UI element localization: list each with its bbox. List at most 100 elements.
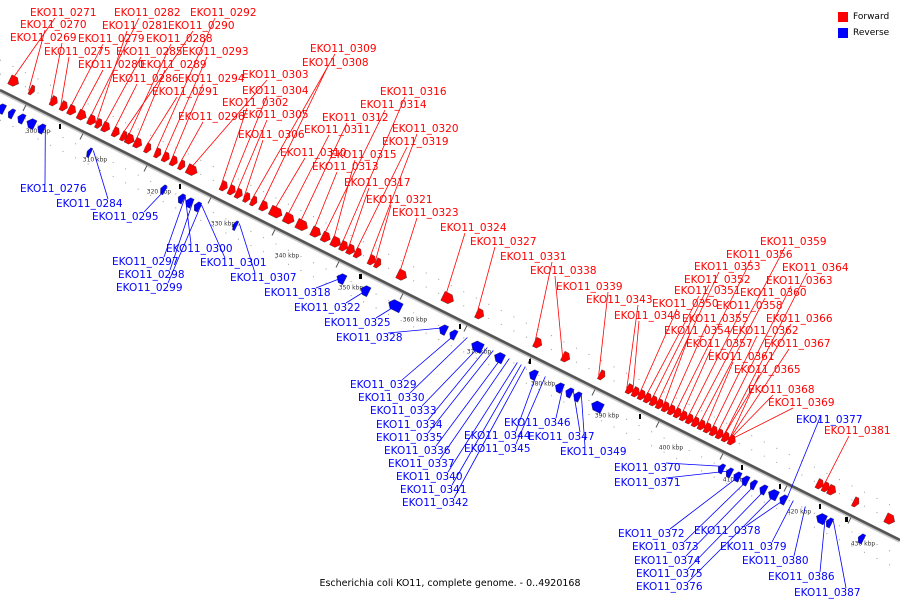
gene-label[interactable]: EKO11_0290 bbox=[168, 20, 235, 32]
gene-glyph[interactable] bbox=[717, 463, 727, 475]
gene-glyph[interactable] bbox=[153, 147, 162, 159]
gene-glyph[interactable] bbox=[654, 398, 664, 410]
gene-label[interactable]: EKO11_0340 bbox=[396, 471, 463, 483]
gene-label[interactable]: EKO11_0286 bbox=[112, 73, 179, 85]
gene-label[interactable]: EKO11_0364 bbox=[782, 262, 849, 274]
gene-label[interactable]: EKO11_0334 bbox=[376, 419, 443, 431]
gene-label[interactable]: EKO11_0275 bbox=[44, 46, 111, 58]
gene-label[interactable]: EKO11_0327 bbox=[470, 236, 537, 248]
gene-label[interactable]: EKO11_0294 bbox=[178, 73, 245, 85]
gene-label[interactable]: EKO11_0291 bbox=[152, 86, 219, 98]
gene-glyph[interactable] bbox=[851, 496, 860, 508]
gene-glyph[interactable] bbox=[366, 254, 376, 266]
gene-glyph[interactable] bbox=[560, 350, 571, 363]
gene-label[interactable]: EKO11_0349 bbox=[560, 446, 627, 458]
gene-label[interactable]: EKO11_0304 bbox=[242, 85, 309, 97]
gene-glyph[interactable] bbox=[814, 478, 824, 490]
gene-glyph[interactable] bbox=[7, 108, 17, 120]
gene-glyph[interactable] bbox=[27, 84, 35, 96]
gene-label[interactable]: EKO11_0293 bbox=[182, 46, 249, 58]
gene-glyph[interactable] bbox=[439, 324, 449, 336]
gene-glyph[interactable] bbox=[474, 307, 485, 320]
gene-label[interactable]: EKO11_0282 bbox=[114, 7, 181, 19]
gene-label[interactable]: EKO11_0342 bbox=[402, 497, 469, 509]
gene-label[interactable]: EKO11_0284 bbox=[56, 198, 123, 210]
gene-glyph[interactable] bbox=[826, 483, 837, 496]
gene-glyph[interactable] bbox=[7, 74, 19, 87]
gene-glyph[interactable] bbox=[75, 108, 87, 121]
gene-glyph[interactable] bbox=[708, 425, 718, 437]
gene-label[interactable]: EKO11_0312 bbox=[322, 112, 389, 124]
gene-label[interactable]: EKO11_0296 bbox=[178, 111, 245, 123]
gene-glyph[interactable] bbox=[630, 386, 640, 398]
gene-glyph[interactable] bbox=[258, 199, 269, 212]
gene-glyph[interactable] bbox=[573, 391, 583, 403]
gene-glyph[interactable] bbox=[26, 118, 38, 131]
gene-label[interactable]: EKO11_0362 bbox=[732, 325, 799, 337]
gene-glyph[interactable] bbox=[37, 123, 47, 135]
gene-glyph[interactable] bbox=[294, 218, 308, 232]
gene-glyph[interactable] bbox=[678, 410, 688, 422]
gene-label[interactable]: EKO11_0336 bbox=[384, 445, 451, 457]
gene-label[interactable]: EKO11_0357 bbox=[686, 338, 753, 350]
gene-label[interactable]: EKO11_0369 bbox=[768, 397, 835, 409]
gene-label[interactable]: EKO11_0330 bbox=[358, 392, 425, 404]
gene-label[interactable]: EKO11_0335 bbox=[376, 432, 443, 444]
gene-glyph[interactable] bbox=[352, 247, 362, 259]
gene-label[interactable]: EKO11_0371 bbox=[614, 477, 681, 489]
gene-glyph[interactable] bbox=[66, 103, 77, 116]
gene-label[interactable]: EKO11_0352 bbox=[684, 274, 751, 286]
gene-label[interactable]: EKO11_0320 bbox=[392, 123, 459, 135]
gene-label[interactable]: EKO11_0319 bbox=[382, 136, 449, 148]
gene-label[interactable]: EKO11_0271 bbox=[30, 7, 97, 19]
gene-label[interactable]: EKO11_0285 bbox=[116, 46, 183, 58]
gene-label[interactable]: EKO11_0329 bbox=[350, 379, 417, 391]
gene-label[interactable]: EKO11_0355 bbox=[682, 313, 749, 325]
gene-label[interactable]: EKO11_0321 bbox=[366, 194, 433, 206]
gene-label[interactable]: EKO11_0279 bbox=[78, 33, 145, 45]
gene-glyph[interactable] bbox=[0, 103, 7, 115]
gene-label[interactable]: EKO11_0339 bbox=[556, 281, 623, 293]
gene-label[interactable]: EKO11_0311 bbox=[304, 124, 371, 136]
gene-label[interactable]: EKO11_0331 bbox=[500, 251, 567, 263]
gene-glyph[interactable] bbox=[395, 268, 407, 281]
gene-label[interactable]: EKO11_0376 bbox=[636, 581, 703, 593]
gene-glyph[interactable] bbox=[591, 400, 605, 414]
gene-glyph[interactable] bbox=[86, 147, 94, 158]
gene-label[interactable]: EKO11_0309 bbox=[310, 43, 377, 55]
gene-label[interactable]: EKO11_0297 bbox=[112, 256, 179, 268]
gene-label[interactable]: EKO11_0288 bbox=[146, 33, 213, 45]
gene-glyph[interactable] bbox=[226, 184, 236, 196]
gene-label[interactable]: EKO11_0289 bbox=[140, 59, 207, 71]
gene-glyph[interactable] bbox=[242, 191, 251, 203]
gene-glyph[interactable] bbox=[233, 187, 243, 199]
gene-glyph[interactable] bbox=[388, 299, 404, 314]
gene-label[interactable]: EKO11_0380 bbox=[742, 555, 809, 567]
gene-glyph[interactable] bbox=[555, 382, 565, 394]
gene-glyph[interactable] bbox=[440, 291, 454, 305]
gene-glyph[interactable] bbox=[193, 201, 203, 213]
gene-label[interactable]: EKO11_0358 bbox=[716, 300, 783, 312]
gene-glyph[interactable] bbox=[329, 235, 341, 248]
gene-glyph[interactable] bbox=[218, 180, 228, 192]
gene-glyph[interactable] bbox=[360, 285, 372, 298]
gene-glyph[interactable] bbox=[883, 512, 895, 525]
gene-glyph[interactable] bbox=[660, 401, 670, 413]
gene-glyph[interactable] bbox=[100, 120, 111, 133]
gene-glyph[interactable] bbox=[666, 404, 676, 416]
gene-glyph[interactable] bbox=[702, 422, 712, 434]
gene-label[interactable]: EKO11_0310 bbox=[280, 147, 347, 159]
gene-glyph[interactable] bbox=[648, 395, 658, 407]
gene-label[interactable]: EKO11_0314 bbox=[360, 99, 427, 111]
gene-label[interactable]: EKO11_0269 bbox=[10, 32, 77, 44]
gene-label[interactable]: EKO11_0356 bbox=[726, 249, 793, 261]
gene-label[interactable]: EKO11_0346 bbox=[504, 417, 571, 429]
gene-glyph[interactable] bbox=[184, 163, 198, 176]
gene-label[interactable]: EKO11_0359 bbox=[760, 236, 827, 248]
gene-glyph[interactable] bbox=[672, 407, 682, 419]
gene-glyph[interactable] bbox=[309, 225, 321, 238]
gene-label[interactable]: EKO11_0317 bbox=[344, 177, 411, 189]
gene-glyph[interactable] bbox=[532, 336, 543, 349]
gene-glyph[interactable] bbox=[338, 239, 349, 252]
gene-glyph[interactable] bbox=[123, 132, 135, 145]
